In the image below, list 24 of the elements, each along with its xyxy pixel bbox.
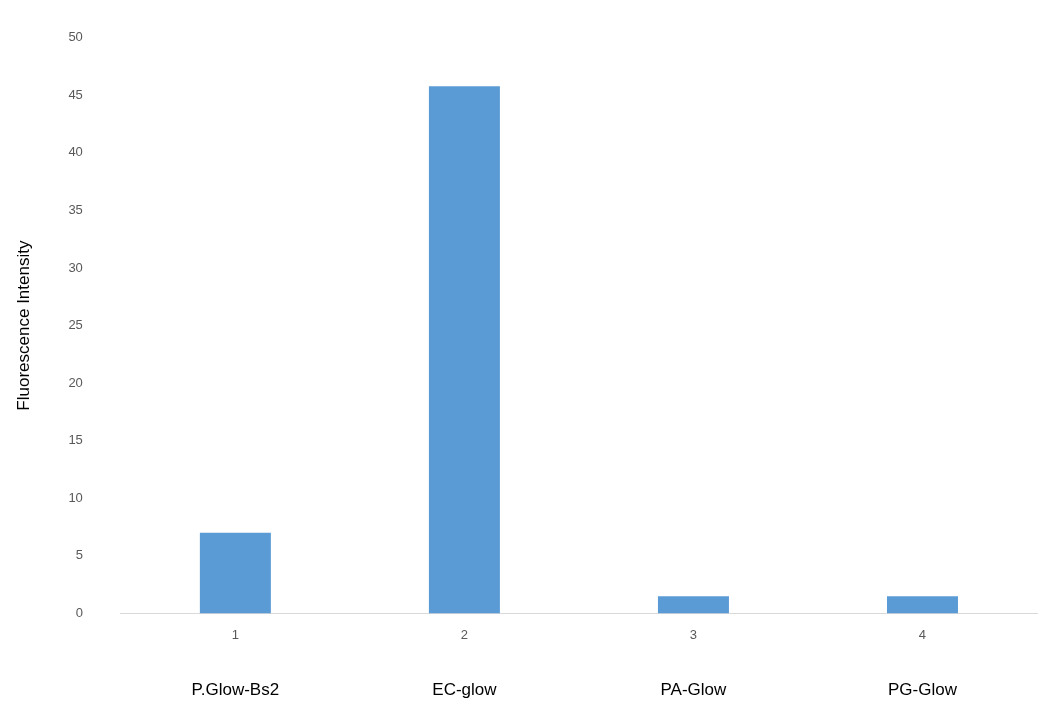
y-tick-label: 10 <box>68 489 83 505</box>
y-axis-title: Fluorescence Intensity <box>13 240 33 411</box>
y-tick-label: 15 <box>68 432 83 448</box>
x-tick-label: 4 <box>918 626 927 642</box>
bar <box>199 532 271 614</box>
y-tick-label: 5 <box>75 547 83 563</box>
y-tick-label: 20 <box>68 374 83 390</box>
y-tick-label: 25 <box>68 317 83 333</box>
x-tick-label: 1 <box>231 626 239 642</box>
text: P.Glow-Bs2 <box>191 679 280 699</box>
y-tick-label: 45 <box>68 86 83 102</box>
y-tick-label: 30 <box>68 259 83 275</box>
x-tick-label: 2 <box>460 626 469 642</box>
y-tick-label: 35 <box>68 202 83 218</box>
x-tick-label: 3 <box>689 626 698 642</box>
text: PG-Glow <box>888 679 958 699</box>
bar <box>657 596 729 614</box>
bar <box>886 596 958 614</box>
text: PA-Glow <box>660 679 728 699</box>
text: EC-glow <box>432 679 498 699</box>
y-tick-label: 50 <box>68 29 83 45</box>
y-tick-label: 0 <box>75 604 83 620</box>
y-tick-label: 40 <box>68 144 83 160</box>
bar <box>428 86 500 614</box>
